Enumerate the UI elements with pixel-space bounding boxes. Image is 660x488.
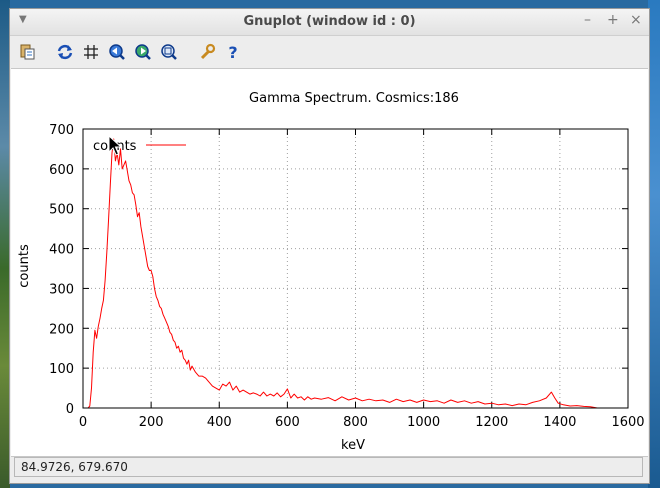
y-tick-label: 200 [49,322,74,337]
maximize-icon[interactable]: + [607,12,619,28]
x-tick-label: 800 [343,415,368,430]
y-tick-label: 500 [49,203,74,218]
options-icon[interactable] [197,42,217,62]
x-tick-label: 400 [207,415,232,430]
status-bar: 84.9726, 679.670 [14,457,643,477]
minimize-icon[interactable]: – [584,12,591,28]
desktop-background [0,0,10,488]
y-tick-label: 300 [49,282,74,297]
legend: counts [93,139,186,154]
y-tick-label: 100 [49,362,74,377]
x-tick-label: 1000 [407,415,440,430]
zoom-next-icon[interactable] [133,42,153,62]
chart-svg: Gamma Spectrum. Cosmics:186 counts keV 0… [17,91,645,453]
grid [83,129,628,408]
mouse-cursor-icon [108,134,123,156]
x-tick-label: 1200 [475,415,508,430]
replot-icon[interactable] [55,42,75,62]
y-tick-label: 0 [66,402,74,417]
window-title: Gnuplot (window id : 0) [243,14,416,29]
plot-canvas[interactable]: Gamma Spectrum. Cosmics:186 counts keV 0… [11,68,648,457]
gnuplot-window: ▼ Gnuplot (window id : 0) – + × [9,8,650,484]
grid-icon[interactable] [81,42,101,62]
cursor-coordinates: 84.9726, 679.670 [21,460,128,474]
x-tick-label: 200 [139,415,164,430]
x-tick-label: 1400 [543,415,576,430]
close-icon[interactable]: × [630,12,642,28]
y-tick-label: 400 [49,243,74,258]
plot-frame [82,128,629,409]
zoom-previous-icon[interactable] [107,42,127,62]
toolbar: ? [10,36,649,68]
x-tick-label: 0 [79,415,87,430]
window-menu-icon[interactable]: ▼ [19,14,27,25]
y-tick-label: 700 [49,123,74,138]
title-bar[interactable]: ▼ Gnuplot (window id : 0) – + × [10,9,649,36]
series-line-counts [87,138,598,409]
copy-clipboard-icon[interactable] [18,42,38,62]
x-axis-label: keV [341,438,365,453]
help-icon[interactable]: ? [223,42,243,62]
axis-ticks: 0 200 400 600 800 1000 1200 1400 1600 0 100 200 300 4… [49,123,644,430]
series-layer [87,138,598,409]
x-tick-label: 600 [275,415,300,430]
y-tick-label: 600 [49,163,74,178]
svg-text:?: ? [228,43,237,61]
chart-title: Gamma Spectrum. Cosmics:186 [249,91,459,106]
autoscale-icon[interactable] [159,42,179,62]
desktop-background-right [648,0,660,488]
x-tick-label: 1600 [611,415,644,430]
y-axis-label: counts [17,244,32,288]
